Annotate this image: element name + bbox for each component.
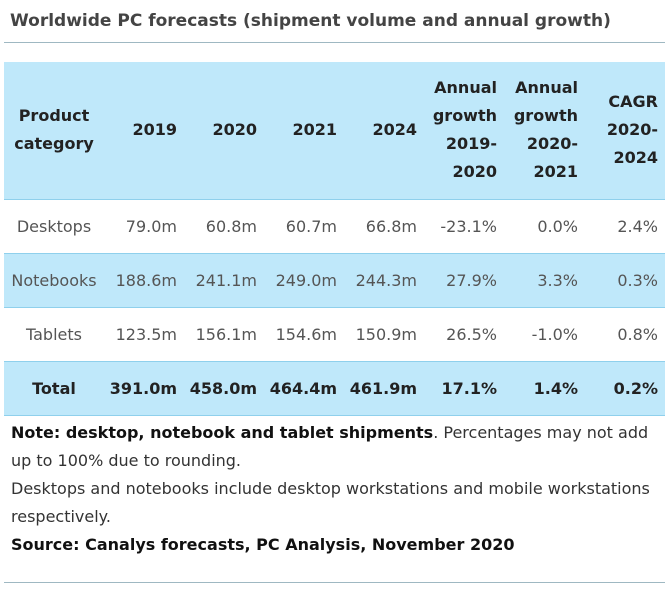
header-product-category: Product category [4,62,104,199]
header-line: 2019 [132,120,177,140]
row-label: Tablets [26,324,82,344]
forecast-table: Product category 2019 2020 2021 2024 Annu… [4,62,665,416]
table-row-total: Total 391.0m 458.0m 464.4m 461.9m 17.1% … [4,360,665,416]
table-cell: 154.6m [275,324,337,344]
note-rounding-text: . Percentages may not add up to 100% due… [11,423,649,470]
header-line: 2024 [613,148,658,168]
table-cell: 3.3% [504,252,585,308]
header-line: 2024 [372,120,417,140]
row-label: Notebooks [4,252,104,308]
table-cell: 26.5% [446,324,497,344]
table-cell: 1.4% [504,360,585,416]
table-cell: 464.4m [264,360,344,416]
table-row-notebooks: Notebooks 188.6m 241.1m 249.0m 244.3m 27… [4,252,665,308]
table-cell: 241.1m [184,252,264,308]
header-line: Annual [434,78,497,98]
table-cell: 0.2% [585,360,665,416]
header-annual-growth-2020-2021: Annual growth 2020- 2021 [504,62,585,199]
table-cell: 27.9% [424,252,504,308]
table-cell: -1.0% [531,324,578,344]
header-2019: 2019 [104,62,184,199]
note-rounding: Note: desktop, notebook and tablet shipm… [11,419,661,475]
bottom-divider [4,582,665,583]
row-label: Total [4,360,104,416]
table-row-desktops: Desktops 79.0m 60.8m 60.7m 66.8m -23.1% … [4,199,665,253]
table-cell: 249.0m [264,252,344,308]
source-text: Source: Canalys forecasts, PC Analysis, … [11,535,515,554]
row-label: Desktops [16,216,92,236]
header-line: growth [513,106,578,126]
header-line: Annual [515,78,578,98]
header-2024: 2024 [344,62,424,199]
header-line: 2020- [606,120,658,140]
table-cell: 391.0m [104,360,184,416]
table-row-tablets: Tablets 123.5m 156.1m 154.6m 150.9m 26.5… [4,307,665,361]
page-title: Worldwide PC forecasts (shipment volume … [10,11,611,31]
header-line: 2020 [212,120,257,140]
header-line: 2019- [445,134,497,154]
header-annual-growth-2019-2020: Annual growth 2019- 2020 [424,62,504,199]
table-cell: 188.6m [104,252,184,308]
table-cell: 66.8m [365,216,417,236]
header-line: 2020 [452,162,497,182]
table-cell: 244.3m [344,252,424,308]
note-heading: Note: desktop, notebook and tablet shipm… [11,423,434,442]
table-cell: 2.4% [617,216,658,236]
header-line: 2021 [533,162,578,182]
table-cell: 79.0m [125,216,177,236]
header-2020: 2020 [184,62,264,199]
header-line: 2021 [292,120,337,140]
note-workstations: Desktops and notebooks include desktop w… [11,479,650,526]
header-cagr-2020-2024: CAGR 2020- 2024 [585,62,665,199]
table-cell: 0.3% [585,252,665,308]
table-cell: 156.1m [195,324,257,344]
header-line: 2020- [526,134,578,154]
table-notes: Note: desktop, notebook and tablet shipm… [11,419,661,559]
source-line: Source: Canalys forecasts, PC Analysis, … [11,531,661,559]
header-line: CAGR [608,92,658,112]
header-line: category [14,134,94,154]
table-cell: 123.5m [115,324,177,344]
table-cell: 0.0% [537,216,578,236]
table-cell: 60.8m [205,216,257,236]
table-cell: 17.1% [424,360,504,416]
table-cell: 458.0m [184,360,264,416]
title-divider [4,42,665,43]
header-2021: 2021 [264,62,344,199]
table-cell: 0.8% [617,324,658,344]
header-line: Product [18,106,90,126]
table-cell: -23.1% [440,216,497,236]
table-header-row: Product category 2019 2020 2021 2024 Annu… [4,62,665,199]
table-cell: 150.9m [355,324,417,344]
table-cell: 60.7m [285,216,337,236]
header-line: growth [432,106,497,126]
table-cell: 461.9m [344,360,424,416]
